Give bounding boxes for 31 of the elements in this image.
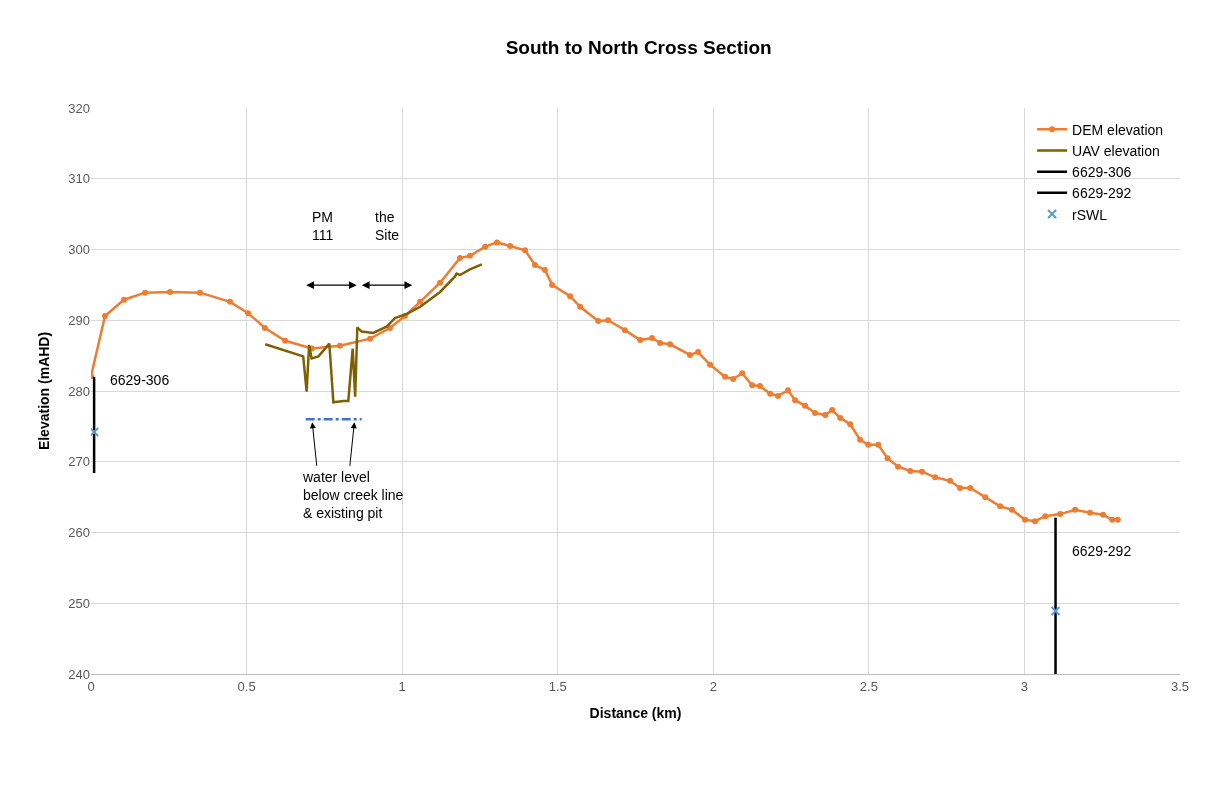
legend-label: rSWL [1072,206,1108,223]
y-tick-label: 320 [68,100,90,116]
x-tick-label: 1 [398,678,406,694]
legend-label: 6629-292 [1072,185,1132,202]
y-tick-label: 300 [68,242,90,258]
annotation: the Site [375,209,400,244]
x-tick-label: 0.5 [237,678,256,694]
x-tick-label: 0 [87,678,95,694]
annotation: 6629-292 [1072,543,1132,559]
y-tick-label: 260 [68,525,90,541]
x-tick-label: 1.5 [548,678,567,694]
y-tick-label: 290 [68,312,90,328]
y-tick-label: 240 [68,666,90,682]
annotation: water level below creek line & existing pit [302,469,404,522]
chart-title: South to North Cross Section [505,36,772,58]
legend-label: 6629-306 [1072,164,1132,181]
x-tick-label: 2 [709,678,717,694]
line-series [263,263,484,404]
annotation: 6629-306 [110,372,170,388]
y-tick-label: 270 [68,454,90,470]
legend-label: DEM elevation [1072,121,1164,138]
y-tick-label: 310 [68,171,90,187]
y-axis-title: Elevation (mAHD) [35,331,52,451]
annotation: PM 111 [312,209,334,244]
legend-label: UAV elevation [1072,142,1160,159]
y-tick-label: 250 [68,595,90,611]
x-tick-label: 3.5 [1170,678,1190,694]
x-tick-label: 3 [1020,678,1029,694]
y-tick-label: 280 [68,383,90,399]
x-axis-title: Distance (km) [589,704,682,721]
x-tick-label: 2.5 [859,678,878,694]
